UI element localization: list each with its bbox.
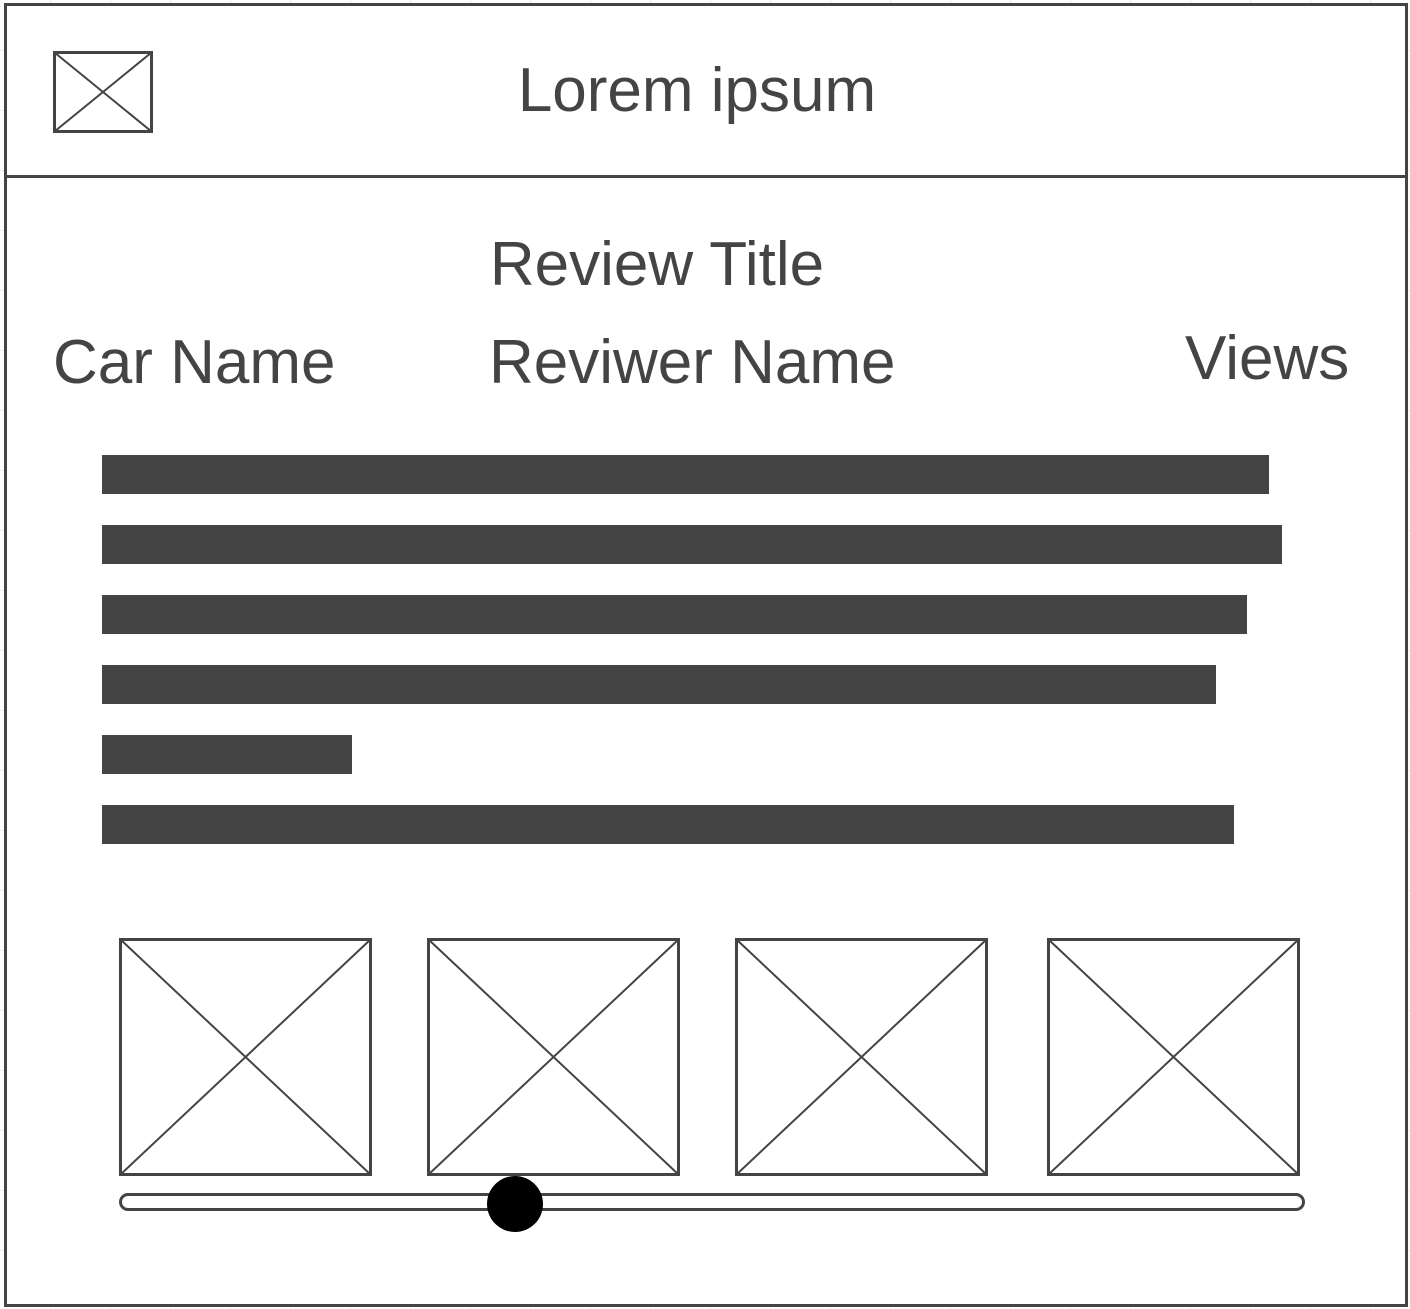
reviewer-name-label: Reviwer Name	[489, 328, 896, 397]
review-text-line	[102, 595, 1247, 634]
review-text-line	[102, 525, 1282, 564]
gallery-image-placeholder-icon[interactable]	[735, 938, 988, 1176]
review-text-line	[102, 735, 352, 774]
app-title: Lorem ipsum	[517, 56, 877, 125]
car-name-label: Car Name	[53, 328, 336, 397]
review-text-line	[102, 805, 1234, 844]
views-label: Views	[1185, 324, 1350, 393]
review-text-line	[102, 665, 1216, 704]
gallery-image-placeholder-icon[interactable]	[427, 938, 680, 1176]
gallery-scroll-slider[interactable]	[119, 1193, 1305, 1211]
gallery-scroll-slider-thumb[interactable]	[487, 1176, 544, 1232]
logo-image-placeholder-icon[interactable]	[53, 51, 153, 133]
review-text-line	[102, 455, 1269, 494]
review-title: Review Title	[489, 230, 825, 299]
app-header: Lorem ipsum	[7, 6, 1405, 178]
gallery-image-placeholder-icon[interactable]	[119, 938, 372, 1176]
gallery-image-placeholder-icon[interactable]	[1047, 938, 1300, 1176]
review-page-frame: Lorem ipsum Review Title Car Name Reviwe…	[4, 3, 1408, 1307]
